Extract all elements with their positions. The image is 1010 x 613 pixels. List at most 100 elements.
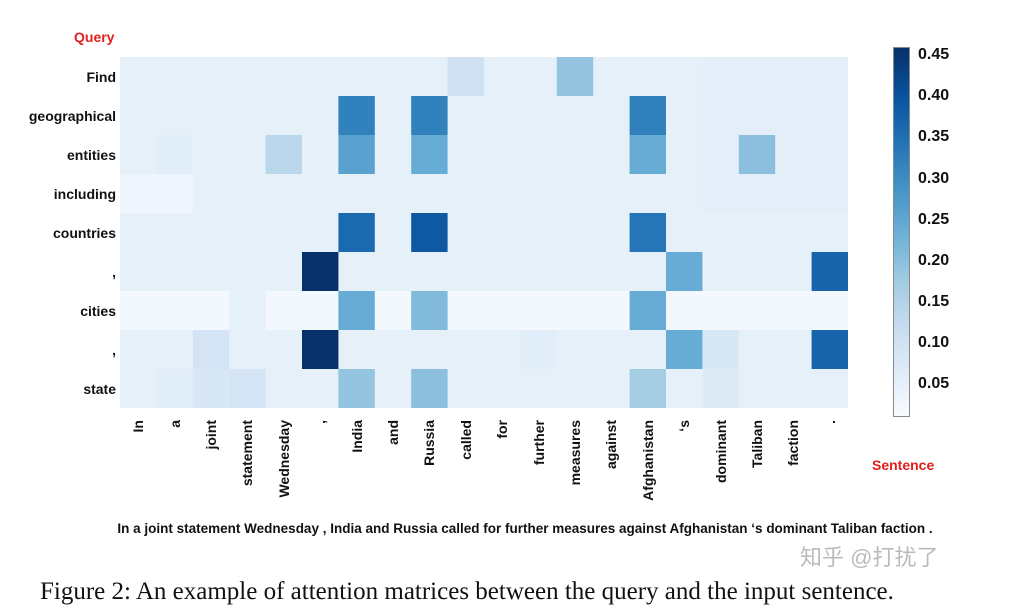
heatmap-cell — [192, 291, 230, 331]
heatmap-cell — [629, 57, 667, 97]
heatmap-cell — [411, 369, 449, 408]
heatmap-cell — [229, 135, 267, 175]
heatmap-cell — [192, 135, 230, 175]
heatmap-cell — [811, 135, 848, 175]
heatmap-cell — [120, 252, 157, 292]
column-label: for — [494, 420, 511, 439]
heatmap-cell — [593, 174, 631, 214]
heatmap-cell — [556, 96, 594, 136]
heatmap-cell — [593, 369, 631, 408]
heatmap-cell — [302, 57, 339, 97]
heatmap-cell — [229, 57, 267, 97]
heatmap-cell — [192, 174, 230, 214]
heatmap-cell — [520, 369, 558, 408]
heatmap-cell — [484, 135, 521, 175]
heatmap-cell — [629, 213, 667, 253]
heatmap-cell — [702, 135, 740, 175]
heatmap-cell — [120, 213, 157, 253]
heatmap-cell — [775, 252, 813, 292]
heatmap-cell — [265, 174, 303, 214]
heatmap-cell — [229, 252, 267, 292]
heatmap-cell — [629, 96, 667, 136]
heatmap-cell — [411, 96, 449, 136]
heatmap-cell — [120, 96, 157, 136]
heatmap-cell — [702, 369, 740, 408]
row-label: Find — [86, 68, 116, 85]
column-label: called — [457, 420, 474, 460]
column-label: Afghanistan — [639, 420, 656, 501]
column-label: Wednesday — [275, 420, 292, 498]
colorbar-tick-label: 0.35 — [918, 128, 950, 146]
x-axis-label: Sentence — [872, 457, 935, 473]
heatmap-cell — [411, 57, 449, 97]
heatmap-cell — [120, 369, 157, 408]
heatmap-cell — [120, 174, 157, 214]
heatmap-cell — [265, 213, 303, 253]
heatmap-cell — [556, 57, 594, 97]
heatmap-cell — [229, 330, 267, 370]
heatmap-cell — [374, 330, 412, 370]
heatmap-cell — [556, 252, 594, 292]
heatmap-cell — [666, 330, 703, 370]
colorbar-tick-label: 0.10 — [918, 334, 950, 351]
colorbar-tick-label: 0.20 — [918, 251, 950, 269]
heatmap — [120, 57, 848, 408]
heatmap-cell — [811, 291, 848, 331]
heatmap-cell — [374, 291, 412, 331]
heatmap-cell — [156, 96, 194, 136]
row-label: state — [83, 380, 116, 397]
heatmap-cell — [556, 213, 594, 253]
heatmap-cell — [338, 291, 376, 331]
row-label: cities — [80, 302, 116, 319]
heatmap-cell — [484, 57, 521, 97]
colorbar-tick-label: 0.15 — [918, 292, 950, 310]
heatmap-cell — [811, 369, 848, 408]
heatmap-cell — [338, 135, 376, 175]
heatmap-cell — [447, 135, 485, 175]
heatmap-cell — [156, 291, 194, 331]
heatmap-cell — [702, 291, 740, 331]
heatmap-cell — [447, 57, 485, 97]
heatmap-cell — [265, 330, 303, 370]
heatmap-cell — [811, 213, 848, 253]
heatmap-cell — [338, 57, 376, 97]
heatmap-cell — [484, 96, 521, 136]
column-label: against — [603, 420, 620, 470]
heatmap-cell — [666, 135, 703, 175]
heatmap-cell — [302, 135, 339, 175]
heatmap-cell — [229, 96, 267, 136]
colorbar-tick-label: 0.30 — [918, 169, 950, 187]
heatmap-cell — [629, 135, 667, 175]
heatmap-cell — [411, 291, 449, 331]
heatmap-cell — [593, 252, 631, 292]
heatmap-cell — [302, 252, 339, 292]
heatmap-cell — [120, 57, 157, 97]
heatmap-cell — [593, 213, 631, 253]
heatmap-cell — [520, 330, 558, 370]
heatmap-cell — [738, 96, 776, 136]
figure-caption: Figure 2: An example of attention matric… — [40, 578, 894, 605]
heatmap-cell — [775, 330, 813, 370]
heatmap-cell — [447, 174, 485, 214]
heatmap-cell — [447, 330, 485, 370]
row-label: , — [112, 341, 116, 358]
heatmap-cell — [229, 369, 267, 408]
heatmap-cell — [302, 213, 339, 253]
heatmap-cell — [775, 174, 813, 214]
colorbar-tick-label: 0.45 — [918, 46, 950, 64]
heatmap-cell — [120, 135, 157, 175]
heatmap-cell — [447, 213, 485, 253]
heatmap-cell — [811, 96, 848, 136]
heatmap-cell — [738, 369, 776, 408]
heatmap-cell — [593, 96, 631, 136]
column-label: Russia — [421, 420, 438, 466]
heatmap-cell — [192, 213, 230, 253]
heatmap-cell — [229, 213, 267, 253]
heatmap-cell — [265, 96, 303, 136]
heatmap-cell — [120, 330, 157, 370]
column-label: faction — [785, 420, 802, 466]
heatmap-cell — [338, 252, 376, 292]
column-label: measures — [567, 420, 583, 486]
column-label: dominant — [712, 420, 729, 483]
heatmap-cell — [666, 174, 703, 214]
